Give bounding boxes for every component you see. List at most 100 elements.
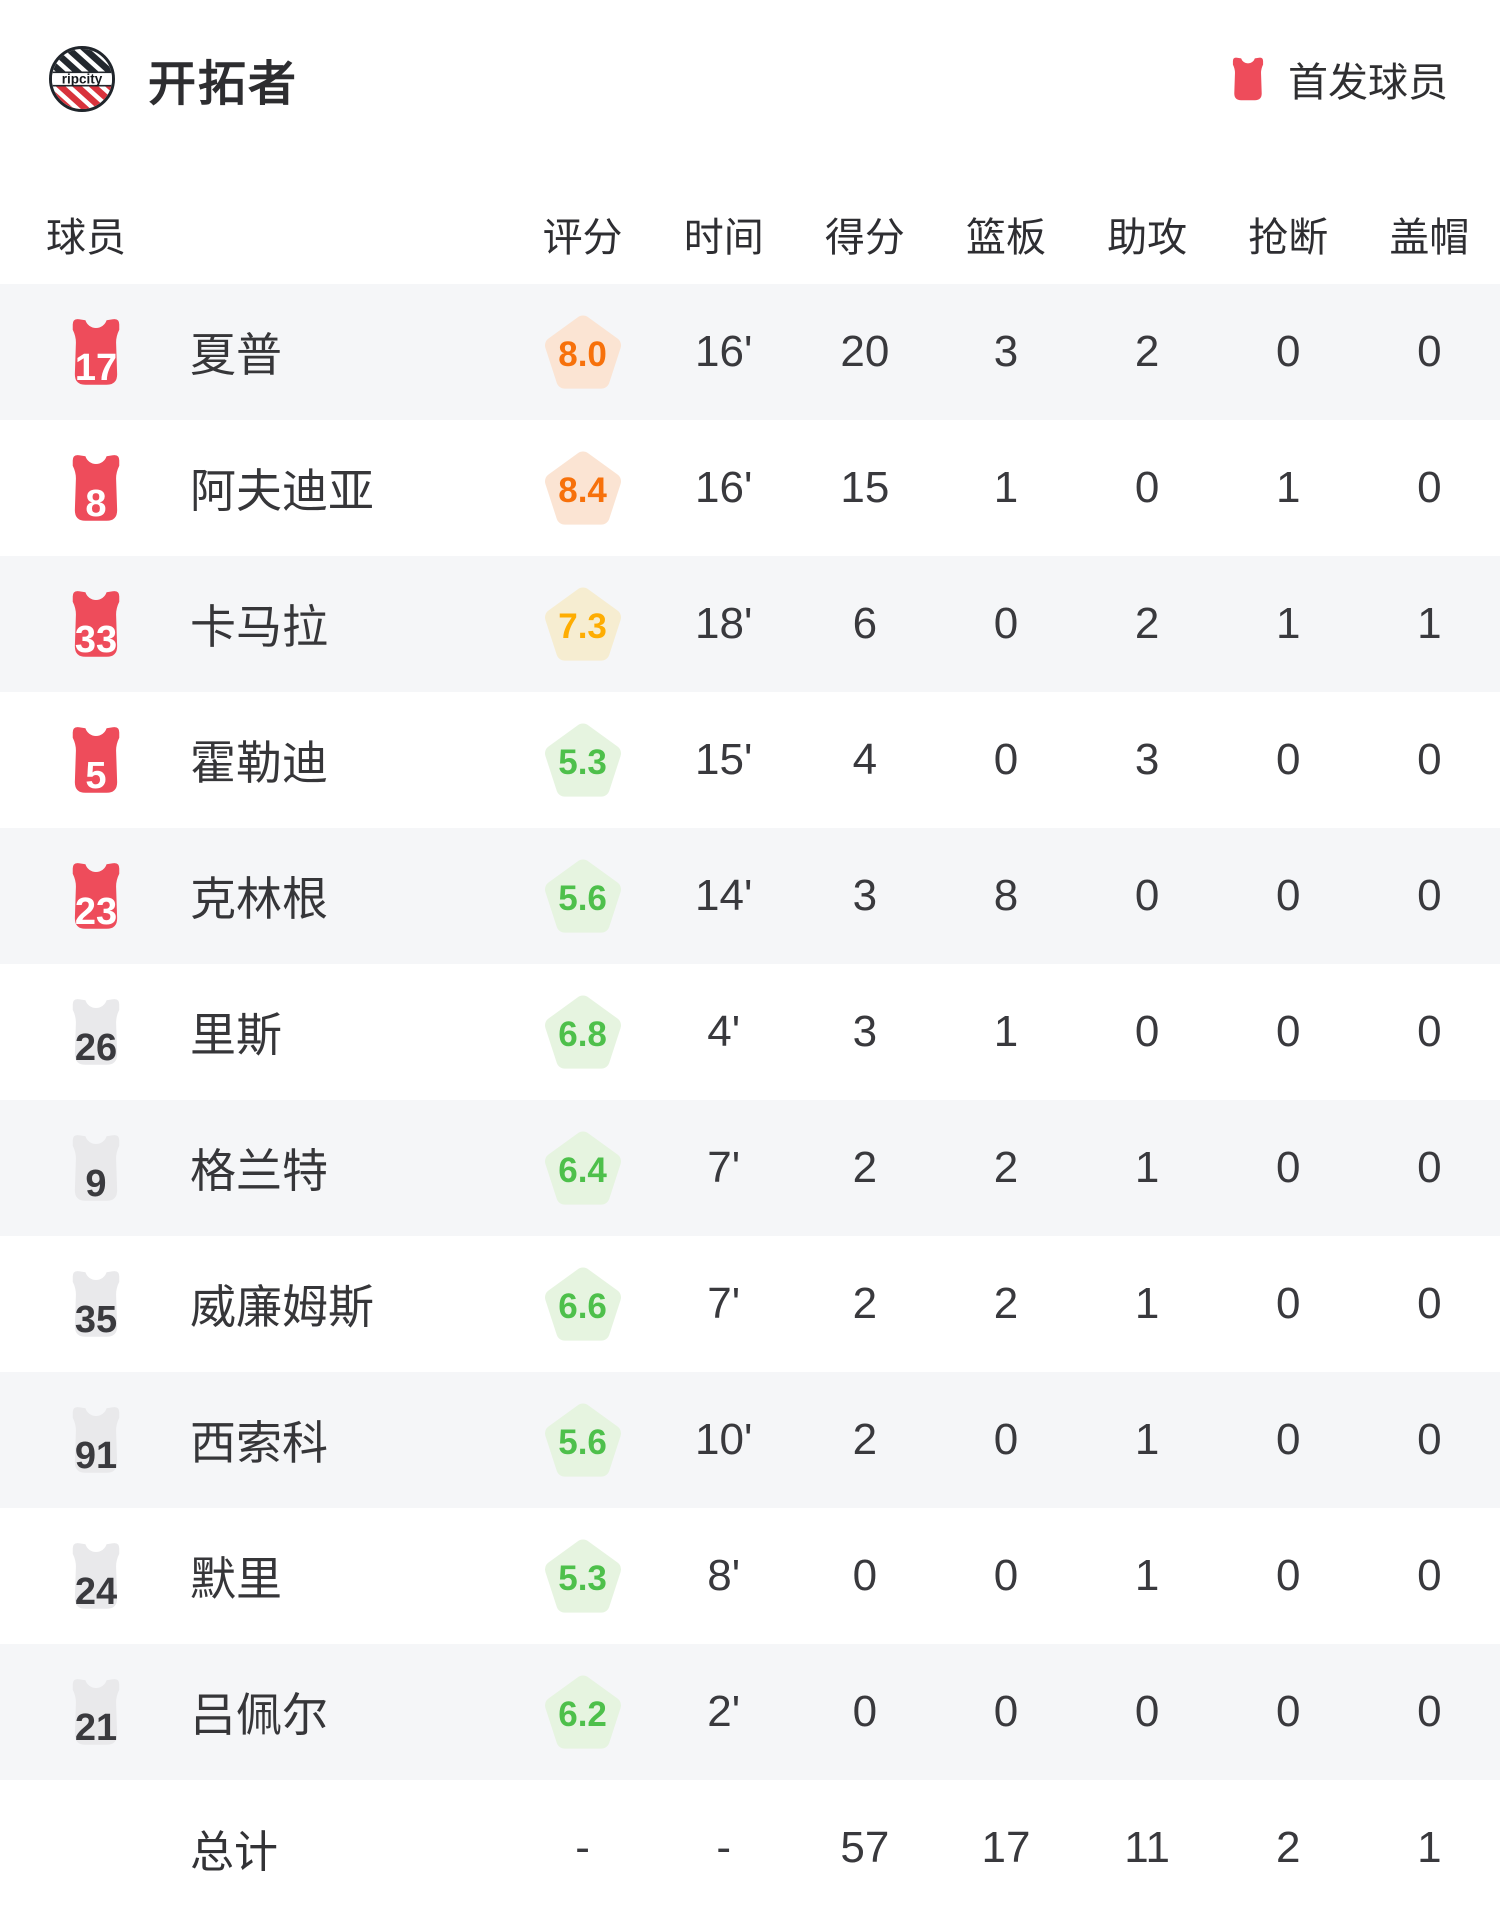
starter-jersey-icon [1232,57,1264,101]
player-name: 威廉姆斯 [190,1281,374,1333]
stat-time: 7' [707,1143,741,1192]
logo-wordmark: ripcity [62,72,103,87]
jersey-number: 91 [74,1435,118,1477]
rating-cell: 5.6 [512,1401,653,1479]
starter-legend-label: 首发球员 [1288,61,1448,105]
team-name: 开拓者 [148,58,299,111]
stat-steals: 0 [1276,1007,1301,1056]
stat-time: 10' [695,1415,753,1464]
pentagon-icon [544,587,621,661]
pentagon-icon [544,995,621,1069]
table-row[interactable]: 9 格兰特 6.4 7' 2 2 1 0 0 [0,1100,1500,1236]
stat-blocks: 0 [1417,463,1442,512]
column-header-assists: 助攻 [1107,216,1188,260]
player-cell: 17 夏普 [40,315,512,389]
pentagon-icon [544,1267,621,1341]
rating-value: 5.6 [558,878,607,918]
totals-rating: - [575,1823,590,1872]
rating-cell: 6.4 [512,1129,653,1207]
rating-cell: 8.0 [512,313,653,391]
jersey-number: 5 [85,755,107,797]
stat-points: 0 [852,1551,878,1600]
jersey-icon: 21 [62,1675,130,1749]
totals-row: 总计 - - 57 17 11 2 1 [0,1780,1500,1916]
stat-steals: 1 [1276,463,1301,512]
stat-time: 16' [695,327,753,376]
stat-rebounds: 1 [993,1007,1019,1056]
pentagon-icon [544,315,621,389]
table-row[interactable]: 8 阿夫迪亚 8.4 16' 15 1 0 1 0 [0,420,1500,556]
stat-time: 8' [707,1551,741,1600]
stat-points: 2 [852,1143,878,1192]
stat-blocks: 0 [1417,1007,1442,1056]
stat-rebounds: 2 [993,1143,1019,1192]
stat-steals: 0 [1276,1279,1301,1328]
stat-steals-col-assists: 1 [1134,1143,1160,1192]
table-row[interactable]: 91 西索科 5.6 10' 2 0 1 0 0 [0,1372,1500,1508]
player-cell: 35 威廉姆斯 [40,1267,512,1341]
rating-value: 5.6 [558,1422,607,1462]
stat-steals-col-assists: 0 [1134,871,1160,920]
stat-steals-col-assists: 0 [1134,1687,1160,1736]
stat-steals-col-assists: 1 [1134,1415,1160,1464]
page-header: ripcity 开拓者 首发球员 [0,0,1500,114]
stat-rebounds: 0 [993,1687,1019,1736]
jersey-icon: 23 [62,859,130,933]
stat-points: 0 [852,1687,878,1736]
column-header-rating: 评分 [542,216,623,260]
stat-steals: 0 [1276,1551,1301,1600]
player-name: 吕佩尔 [190,1689,328,1741]
stat-steals-col-assists: 2 [1134,327,1160,376]
jersey-number: 26 [74,1027,118,1069]
column-header-rebounds: 篮板 [965,216,1046,260]
rating-badge: 8.4 [542,449,624,527]
table-row[interactable]: 33 卡马拉 7.3 18' 6 0 2 1 1 [0,556,1500,692]
stat-points: 15 [840,463,890,512]
rating-badge: 5.3 [542,1537,624,1615]
table-row[interactable]: 21 吕佩尔 6.2 2' 0 0 0 0 0 [0,1644,1500,1780]
totals-rebounds: 17 [981,1823,1031,1872]
stat-rebounds: 8 [993,871,1019,920]
rating-cell: 7.3 [512,585,653,663]
stat-steals-col-assists: 0 [1134,1007,1160,1056]
rating-badge: 7.3 [542,585,624,663]
player-name: 默里 [190,1553,282,1605]
stat-blocks: 0 [1417,1279,1442,1328]
player-name: 夏普 [190,329,282,381]
rating-badge: 5.6 [542,1401,624,1479]
jersey-icon: 24 [62,1539,130,1613]
stat-steals: 0 [1276,1687,1301,1736]
jersey-number: 21 [74,1707,118,1749]
jersey-number: 17 [74,347,118,389]
table-row[interactable]: 35 威廉姆斯 6.6 7' 2 2 1 0 0 [0,1236,1500,1372]
player-name: 卡马拉 [190,601,328,653]
table-row[interactable]: 24 默里 5.3 8' 0 0 1 0 0 [0,1508,1500,1644]
stat-time: 4' [707,1007,741,1056]
jersey-number: 35 [74,1299,118,1341]
column-header-time: 时间 [683,216,764,260]
rating-value: 6.2 [558,1694,607,1734]
player-cell: 33 卡马拉 [40,587,512,661]
player-cell: 24 默里 [40,1539,512,1613]
stat-rebounds: 0 [993,1415,1019,1464]
stat-time: 15' [695,735,753,784]
player-name: 西索科 [190,1417,328,1469]
stat-points: 3 [852,871,878,920]
rating-cell: 5.3 [512,1537,653,1615]
stat-steals: 0 [1276,327,1301,376]
rating-badge: 6.2 [542,1673,624,1751]
stat-blocks: 0 [1417,1143,1442,1192]
jersey-number: 33 [74,619,118,661]
table-row[interactable]: 23 克林根 5.6 14' 3 8 0 0 0 [0,828,1500,964]
table-row[interactable]: 26 里斯 6.8 4' 3 1 0 0 0 [0,964,1500,1100]
table-row[interactable]: 5 霍勒迪 5.3 15' 4 0 3 0 0 [0,692,1500,828]
player-name: 阿夫迪亚 [190,465,374,517]
stat-blocks: 0 [1417,1415,1442,1464]
stat-time: 7' [707,1279,741,1328]
jersey-icon: 8 [62,451,130,525]
pentagon-icon [544,1539,621,1613]
table-row[interactable]: 17 夏普 8.0 16' 20 3 2 0 0 [0,284,1500,420]
jersey-number: 8 [85,483,107,525]
team-header: ripcity 开拓者 [48,44,298,114]
stat-blocks: 0 [1417,327,1442,376]
